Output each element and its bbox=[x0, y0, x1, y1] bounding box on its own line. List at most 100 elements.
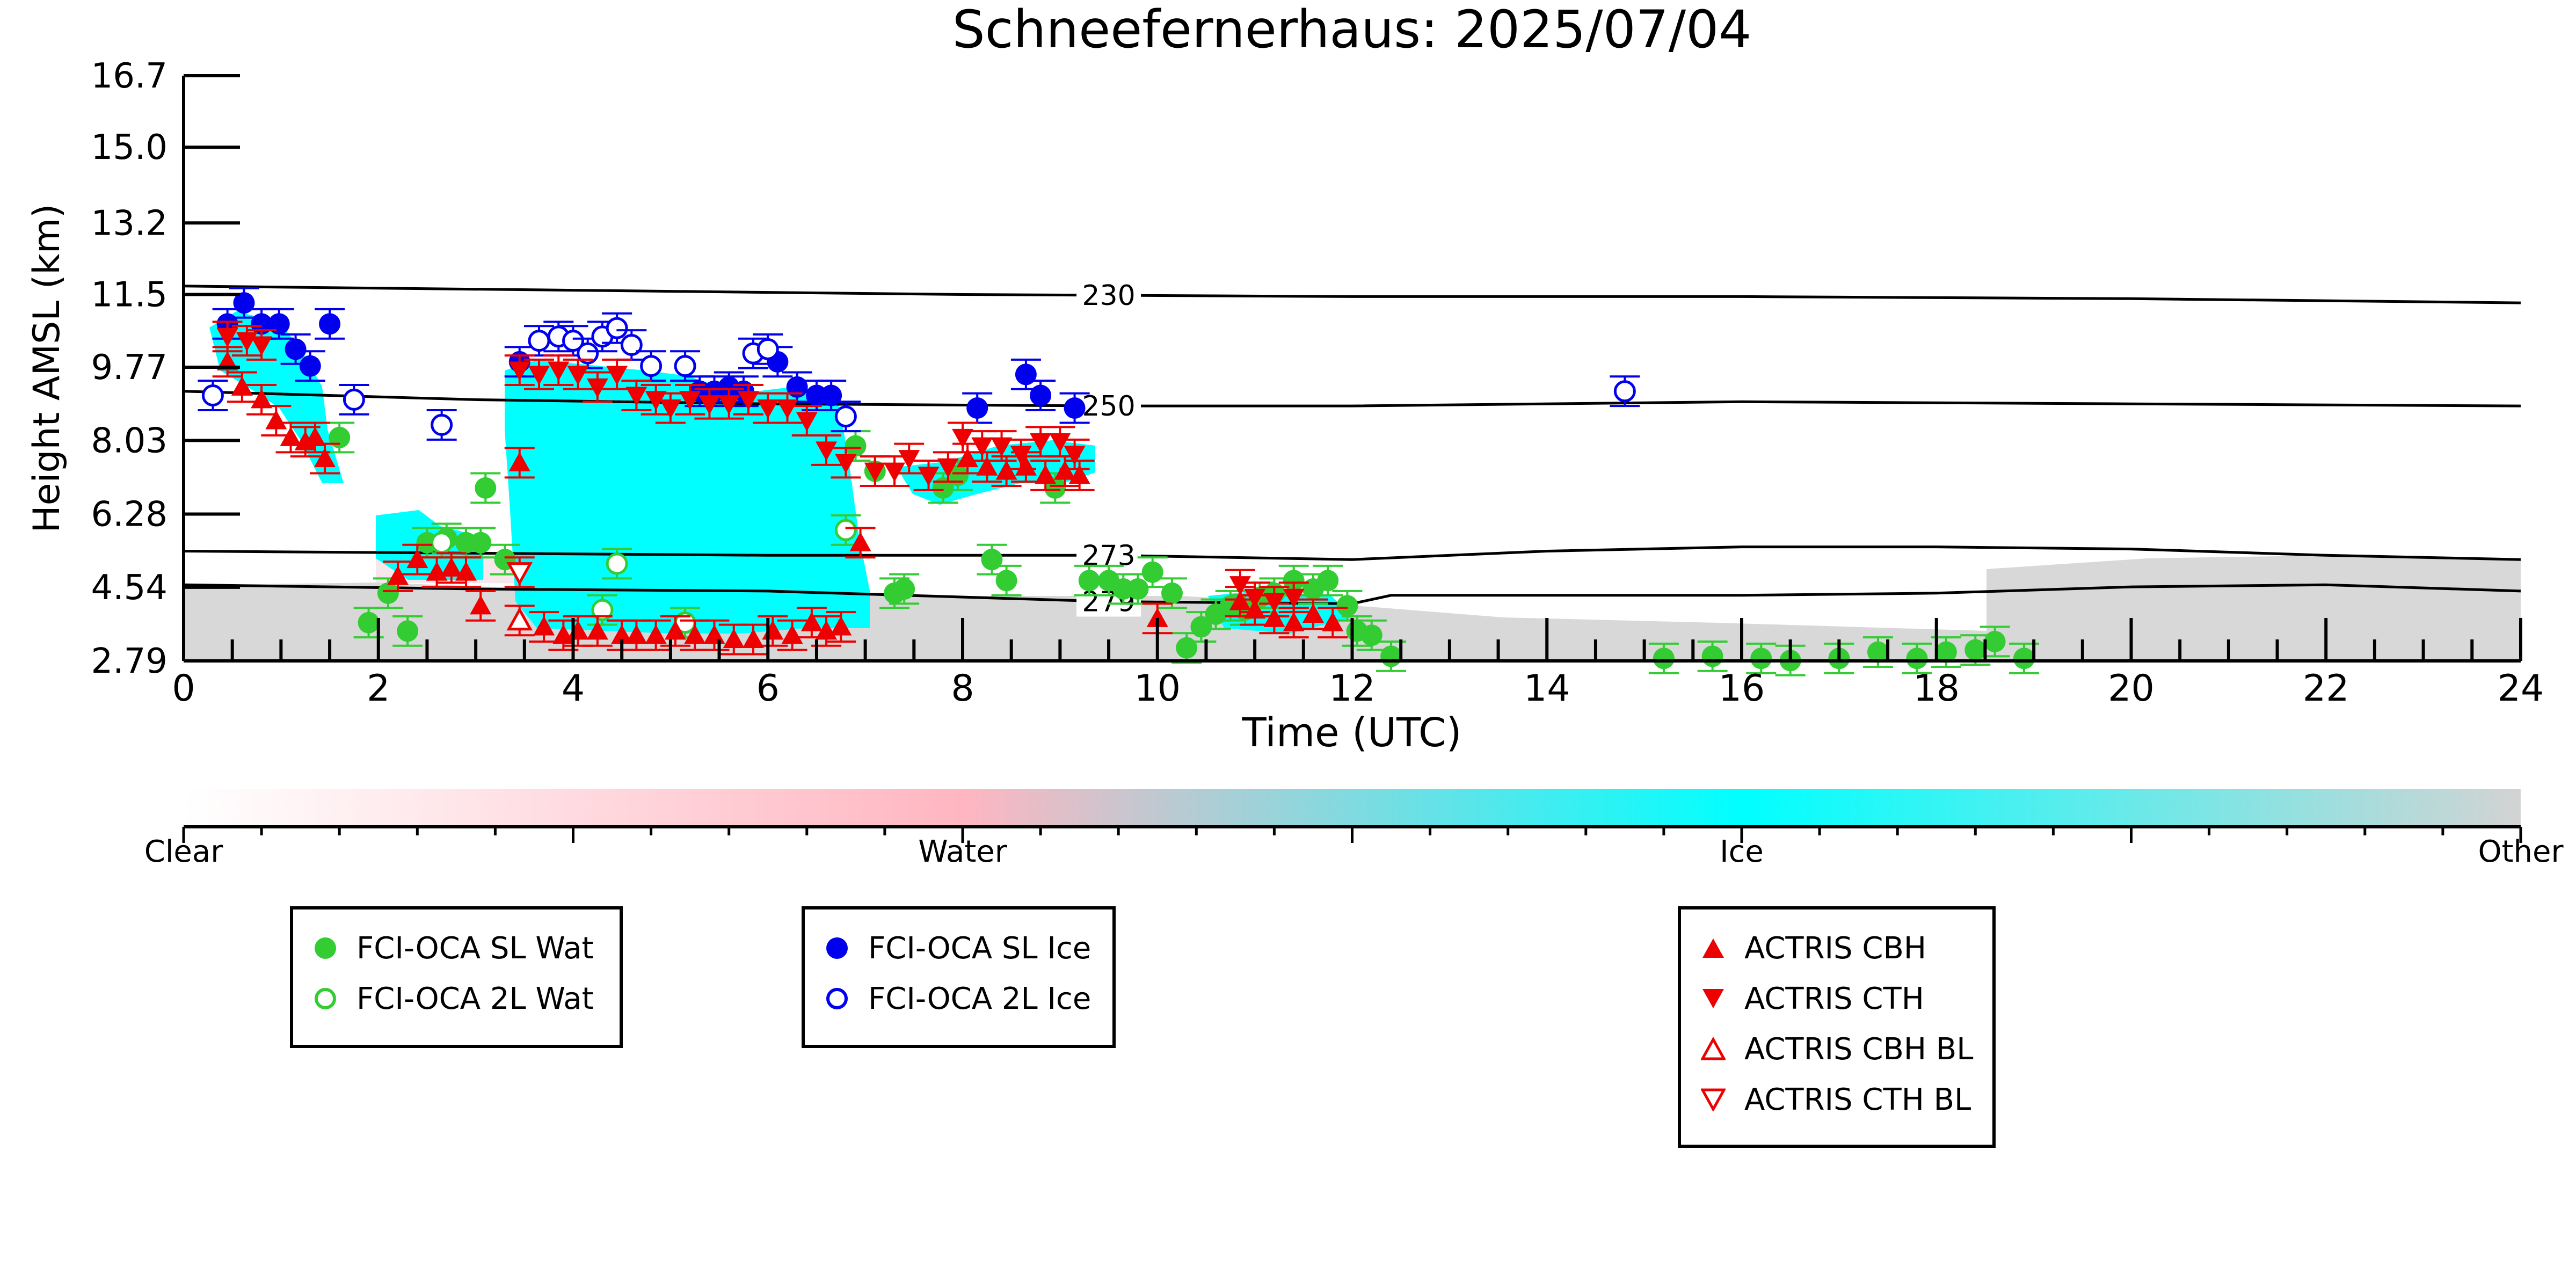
x-tick-label: 6 bbox=[756, 667, 780, 710]
data-point bbox=[268, 313, 290, 335]
y-tick-label: 6.28 bbox=[91, 495, 168, 535]
data-point bbox=[431, 413, 453, 436]
data-point bbox=[251, 389, 273, 409]
data-point bbox=[265, 410, 287, 430]
phase-colorbar: Clear Water Ice Other bbox=[144, 789, 2564, 869]
colorbar-label-other: Other bbox=[2478, 834, 2564, 869]
data-point bbox=[1906, 647, 1928, 670]
red-triangle-up-icon bbox=[1702, 938, 1724, 958]
data-point bbox=[1380, 645, 1402, 667]
x-tick-label: 0 bbox=[172, 667, 195, 710]
series-actris-cbh-bl bbox=[504, 605, 535, 637]
data-point bbox=[475, 477, 497, 499]
data-point bbox=[1263, 593, 1285, 613]
data-point bbox=[1229, 576, 1251, 596]
data-point bbox=[756, 338, 779, 360]
data-point bbox=[1030, 384, 1052, 406]
legend-ice: FCI-OCA SL Ice FCI-OCA 2L Ice bbox=[802, 906, 1116, 1048]
data-point bbox=[506, 562, 533, 586]
colorbar-label-clear: Clear bbox=[144, 834, 223, 869]
data-point bbox=[1030, 433, 1052, 453]
legend-label: FCI-OCA 2L Wat bbox=[356, 981, 594, 1016]
red-open-triangle-down-icon bbox=[1701, 1088, 1726, 1111]
red-open-triangle-up-icon bbox=[1701, 1037, 1726, 1060]
x-tick-label: 22 bbox=[2303, 667, 2349, 710]
y-tick-label: 9.77 bbox=[91, 348, 168, 388]
data-point bbox=[723, 629, 745, 649]
data-point bbox=[280, 426, 302, 446]
colorbar-label-ice: Ice bbox=[1720, 834, 1764, 869]
blue-open-circle-icon bbox=[826, 988, 848, 1009]
data-point bbox=[718, 395, 740, 415]
data-point bbox=[508, 452, 530, 471]
isotherm-line bbox=[183, 545, 2521, 561]
blue-filled-circle-icon bbox=[826, 937, 848, 959]
x-tick-label: 24 bbox=[2498, 667, 2544, 710]
data-point bbox=[834, 405, 857, 428]
data-point bbox=[1176, 637, 1198, 659]
data-point bbox=[893, 578, 915, 600]
isotherm-line bbox=[183, 583, 2521, 605]
data-point bbox=[606, 552, 628, 575]
data-point bbox=[406, 549, 428, 569]
colorbar-gradient bbox=[184, 789, 2521, 827]
green-filled-circle-icon bbox=[315, 937, 336, 959]
legend-label: ACTRIS CBH bbox=[1744, 930, 1927, 966]
data-point bbox=[991, 437, 1013, 457]
legend-entry: ACTRIS CTH bbox=[1697, 981, 1924, 1016]
data-point bbox=[849, 532, 871, 551]
data-point bbox=[743, 629, 765, 649]
data-point bbox=[533, 616, 555, 636]
x-tick-label: 10 bbox=[1134, 667, 1181, 710]
legend-label: FCI-OCA SL Wat bbox=[356, 930, 594, 966]
data-point bbox=[995, 570, 1017, 592]
legend-entry: ACTRIS CBH BL bbox=[1697, 1032, 1973, 1067]
data-point bbox=[1146, 607, 1168, 627]
data-point bbox=[506, 607, 533, 631]
data-point bbox=[645, 391, 667, 411]
data-point bbox=[1283, 612, 1305, 631]
data-point bbox=[757, 399, 779, 419]
legend-entry: ACTRIS CBH bbox=[1697, 930, 1927, 966]
isotherm-label: 230 bbox=[1082, 280, 1135, 312]
data-point bbox=[528, 330, 550, 352]
isotherm-label-bg bbox=[1076, 391, 1141, 421]
data-point bbox=[606, 366, 628, 385]
data-point bbox=[2013, 647, 2035, 670]
data-point bbox=[358, 612, 380, 634]
legend-entry: FCI-OCA SL Wat bbox=[309, 930, 594, 966]
data-point bbox=[1064, 397, 1086, 419]
y-tick-label: 15.0 bbox=[91, 128, 168, 168]
data-point bbox=[251, 336, 273, 356]
data-point bbox=[645, 624, 667, 644]
isotherm-line bbox=[183, 390, 2521, 407]
y-tick-label: 2.79 bbox=[91, 642, 168, 681]
data-point bbox=[586, 378, 608, 398]
x-tick-label: 14 bbox=[1524, 667, 1570, 710]
legend-actris: ACTRIS CBH ACTRIS CTH ACTRIS CBH BL ACTR… bbox=[1678, 906, 1996, 1148]
data-point bbox=[470, 532, 492, 554]
data-point bbox=[216, 328, 238, 347]
data-point bbox=[319, 313, 341, 335]
data-point bbox=[1964, 639, 1986, 661]
colorbar-label-water: Water bbox=[918, 834, 1008, 869]
data-point bbox=[776, 399, 798, 419]
data-point bbox=[567, 366, 589, 385]
y-tick-label: 13.2 bbox=[91, 203, 168, 243]
data-point bbox=[830, 616, 852, 636]
data-point bbox=[684, 624, 706, 644]
data-point bbox=[957, 448, 979, 468]
y-tick-label: 8.03 bbox=[91, 421, 168, 461]
legend-label: FCI-OCA 2L Ice bbox=[868, 981, 1091, 1016]
legend-entry: FCI-OCA 2L Ice bbox=[821, 981, 1091, 1016]
data-point bbox=[1984, 630, 2006, 652]
data-point bbox=[1701, 645, 1723, 667]
data-point bbox=[377, 582, 399, 604]
x-tick-label: 12 bbox=[1329, 667, 1376, 710]
data-point bbox=[1064, 446, 1086, 465]
data-point bbox=[1867, 641, 1889, 663]
data-point bbox=[1190, 616, 1212, 638]
isotherm-line bbox=[183, 285, 2521, 304]
